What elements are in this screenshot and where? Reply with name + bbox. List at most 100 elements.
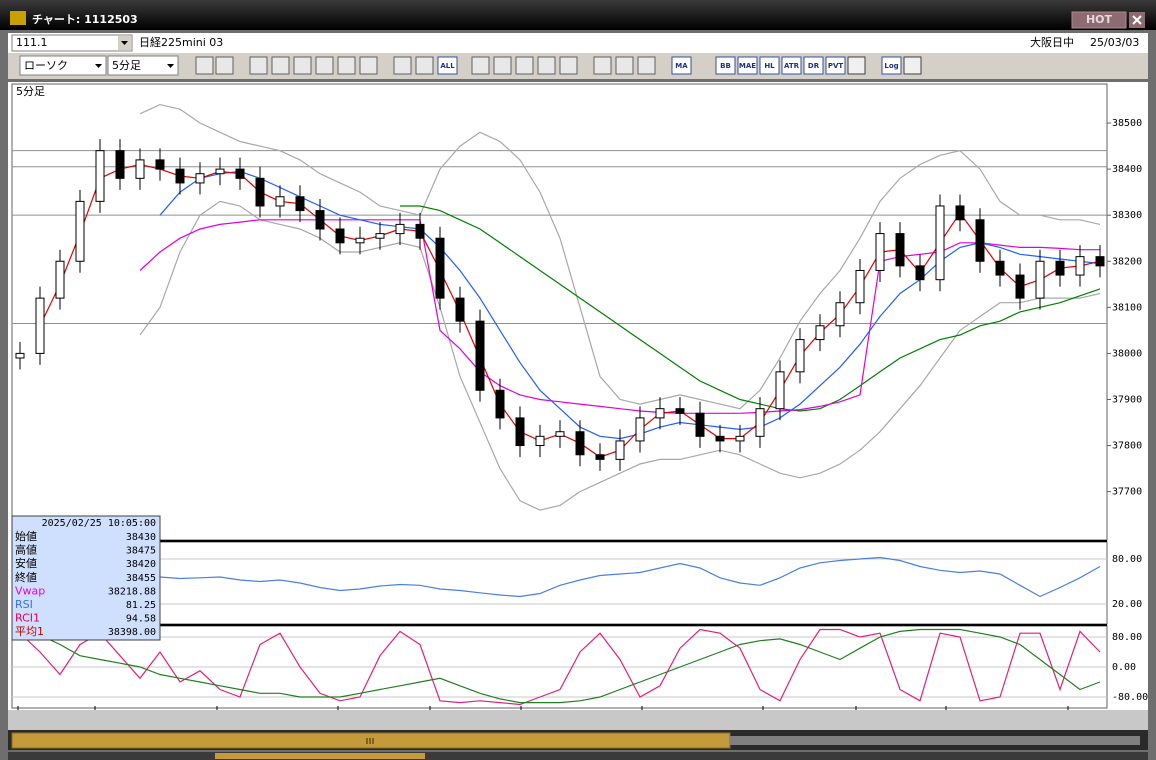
candle-body	[615, 440, 625, 460]
candle-body	[515, 417, 525, 447]
y-tick-label: 38400	[1112, 164, 1142, 175]
tool-button[interactable]	[315, 56, 334, 75]
tool-button[interactable]	[903, 56, 922, 75]
chart-type: ローソク	[24, 59, 68, 72]
interval-combo[interactable]	[107, 55, 179, 76]
candle-body	[335, 228, 345, 244]
title-bar	[0, 0, 1156, 30]
tool-button[interactable]	[293, 56, 312, 75]
candle-body	[215, 168, 225, 175]
candle-body	[1075, 256, 1085, 276]
candle-body	[75, 200, 85, 262]
candle-body	[355, 237, 365, 244]
candle-body	[495, 389, 505, 419]
chart-type-combo[interactable]	[19, 55, 107, 76]
tool-button[interactable]	[493, 56, 512, 75]
window-title: チャート: 1112503	[32, 13, 138, 26]
indicator-line	[19, 628, 1101, 704]
info-datetime: 2025/02/25 10:05:00	[42, 518, 156, 529]
candle-body	[15, 352, 25, 359]
tool-button[interactable]	[537, 56, 556, 75]
instrument-name: 日経225mini 03	[139, 36, 223, 49]
tool-button[interactable]	[615, 56, 634, 75]
candle-body	[275, 196, 285, 207]
tool-button[interactable]	[359, 56, 378, 75]
candle-body	[155, 159, 165, 170]
tool-button[interactable]	[393, 56, 412, 75]
candle-body	[815, 325, 825, 341]
tool-button[interactable]	[715, 56, 736, 75]
tool-button[interactable]	[215, 56, 234, 75]
header-row	[8, 33, 1148, 53]
y-tick-label: 38200	[1112, 256, 1142, 267]
tool-label: MAE	[739, 62, 756, 70]
candle-body	[375, 233, 385, 239]
candle-body	[35, 297, 45, 354]
tool-button[interactable]	[593, 56, 612, 75]
tool-button[interactable]	[337, 56, 356, 75]
candle-body	[915, 265, 925, 281]
tool-button[interactable]	[471, 56, 490, 75]
tool-button[interactable]	[759, 56, 780, 75]
candle-body	[995, 260, 1005, 276]
candle-body	[235, 168, 245, 179]
tool-button[interactable]	[437, 56, 458, 75]
arrow-icon	[121, 41, 128, 45]
candle-body	[635, 417, 645, 442]
info-value: 38218.88	[108, 586, 156, 597]
candle-body	[1015, 274, 1025, 299]
panel-title: 5分足	[16, 85, 45, 98]
scroll-thumb[interactable]	[11, 732, 731, 749]
tool-button[interactable]	[195, 56, 214, 75]
tool-button[interactable]	[881, 56, 902, 75]
candle-body	[655, 408, 665, 419]
scroll-track	[730, 736, 1140, 745]
info-value: 38455	[126, 573, 156, 584]
tool-button[interactable]	[515, 56, 534, 75]
info-label: 終値	[15, 570, 37, 584]
plots: 37700 37800 37900 38000 38100 38200 38300 38400…	[12, 103, 1148, 725]
candle-body	[875, 233, 885, 271]
candle-body	[315, 210, 325, 230]
candle-body	[695, 412, 705, 437]
candle-body	[975, 219, 985, 262]
tool-button[interactable]	[737, 56, 758, 75]
candle-body	[855, 269, 865, 304]
symbol-combo[interactable]	[11, 34, 133, 52]
tool-button[interactable]	[825, 56, 846, 75]
candle-body	[795, 339, 805, 373]
tool-button[interactable]	[671, 56, 692, 75]
candle-body	[115, 150, 125, 179]
tool-label: MA	[675, 62, 688, 70]
tool-label: Log	[884, 62, 898, 70]
hot-button[interactable]	[1071, 11, 1127, 29]
candle-body	[435, 237, 445, 299]
overview-thumb[interactable]	[215, 753, 425, 759]
candle-body	[95, 150, 105, 202]
candle-body	[575, 431, 585, 456]
candle-body	[955, 205, 965, 221]
tool-button[interactable]	[249, 56, 268, 75]
candle-body	[555, 431, 565, 437]
close-icon	[1132, 15, 1142, 25]
tool-button[interactable]	[559, 56, 578, 75]
candle-body	[715, 435, 725, 442]
info-label: 高値	[15, 543, 37, 557]
tool-button[interactable]	[271, 56, 290, 75]
info-box-bg	[11, 515, 161, 641]
info-value: 38420	[126, 559, 156, 570]
market: 大阪日中	[1030, 35, 1074, 49]
arrow-icon	[167, 64, 174, 68]
candle-body	[535, 435, 545, 447]
tool-button[interactable]	[847, 56, 866, 75]
info-label: RCI1	[15, 612, 40, 625]
tool-button[interactable]	[637, 56, 656, 75]
candle-body	[1055, 260, 1065, 276]
grip	[366, 738, 374, 744]
y-tick-label: 37900	[1112, 394, 1142, 405]
tool-button[interactable]	[415, 56, 434, 75]
tool-button[interactable]	[803, 56, 824, 75]
tool-button[interactable]	[781, 56, 802, 75]
info-label: 始値	[15, 529, 37, 543]
